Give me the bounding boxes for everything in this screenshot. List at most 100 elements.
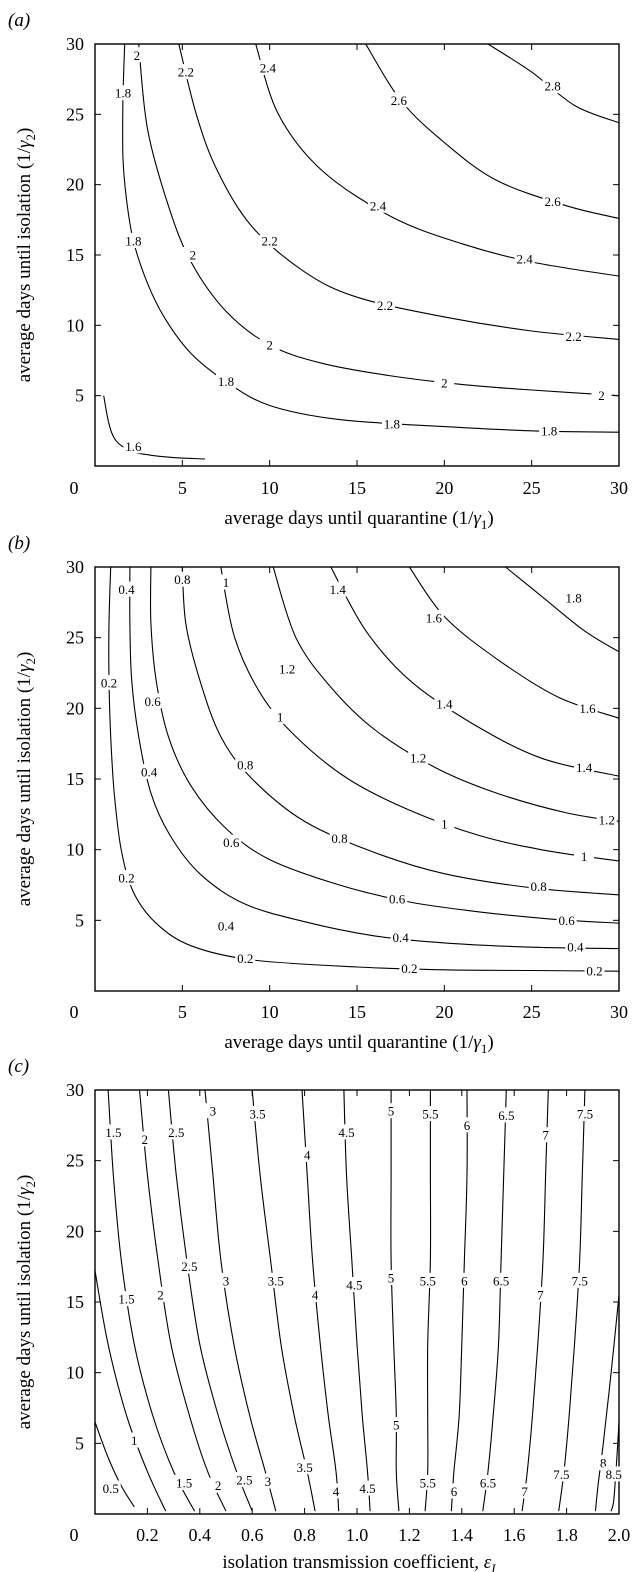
contour-line-8.5 [610, 1422, 619, 1512]
x-tick-label: 30 [610, 478, 628, 498]
contour-label-mask [123, 438, 144, 454]
contour-label-mask [259, 232, 280, 248]
contour-label-mask [563, 590, 584, 606]
contour-label: 2.6 [545, 194, 562, 209]
x-tick-label: 2.0 [608, 1525, 631, 1545]
contour-label-mask [139, 763, 160, 779]
contour-label: 6.5 [493, 1273, 509, 1288]
contour-label-mask [116, 581, 137, 597]
contour-label: 5 [393, 1417, 400, 1432]
contour-label: 0.4 [118, 582, 135, 597]
x-tick-label: 25 [523, 1002, 541, 1022]
contour-line-0.4 [129, 567, 619, 950]
contour-label: 7.5 [577, 1107, 593, 1122]
contour-label-mask [179, 1258, 200, 1274]
contour-label-mask [542, 78, 563, 94]
contour-label: 2 [134, 48, 141, 63]
contour-line-0.2 [108, 567, 619, 972]
contour-label: 0.2 [101, 675, 117, 690]
contour-label-mask [496, 1107, 517, 1123]
contour-label-mask [387, 891, 408, 907]
contour-label: 1.6 [579, 701, 596, 716]
contour-label: 2.4 [517, 252, 534, 267]
contour-label: 4.5 [359, 1481, 375, 1496]
contour-label: 5.5 [420, 1475, 436, 1490]
y-tick-label: 15 [66, 769, 84, 789]
contour-label: 4.5 [346, 1278, 362, 1293]
x-tick-label: 1.8 [555, 1525, 578, 1545]
contour-label: 2 [266, 338, 273, 353]
contour-label-mask [336, 1124, 357, 1140]
contour-line-5.5 [424, 1090, 432, 1512]
contour-line-0.8 [181, 567, 619, 896]
y-tick-label: 30 [66, 34, 84, 54]
contour-label-mask [367, 197, 388, 213]
contour-line-0.5 [95, 1421, 135, 1508]
x-tick-label: 20 [435, 478, 453, 498]
contour-label-mask [574, 1106, 595, 1122]
contour-label-mask [257, 1473, 278, 1489]
contour-label: 0.4 [393, 930, 410, 945]
contour-label: 0.5 [103, 1481, 119, 1496]
contour-label-mask [116, 1291, 137, 1307]
contour-label: 1.4 [330, 582, 347, 597]
contour-label: 0.4 [141, 764, 158, 779]
x-tick-label: 5 [178, 478, 187, 498]
contour-line-1 [220, 567, 619, 862]
contour-label-mask [344, 1277, 365, 1293]
contour-label: 4.5 [338, 1125, 354, 1140]
contour-label: 6.5 [480, 1475, 496, 1490]
contour-label: 3.5 [296, 1460, 312, 1475]
x-tick-label: 0.4 [189, 1525, 212, 1545]
y-tick-label: 20 [66, 1221, 84, 1241]
contour-label: 4 [304, 1148, 311, 1163]
contour-label: 0.2 [237, 951, 253, 966]
contour-label-mask [150, 1286, 171, 1302]
contour-label-mask [166, 1124, 187, 1140]
contour-label-mask [329, 830, 350, 846]
contour-label-mask [381, 1103, 402, 1119]
contour-label-mask [569, 1272, 590, 1288]
contour-label: 5 [388, 1104, 395, 1119]
contour-label-mask [103, 1124, 124, 1140]
contour-label: 5 [388, 1270, 395, 1285]
panel-b: (b) 0 5 10 15 20 25 30 5 10 15 20 25 30 average days u… [8, 533, 628, 1056]
contour-label: 1.8 [125, 233, 141, 248]
contour-label: 3 [223, 1273, 230, 1288]
contour-label-mask [126, 47, 147, 63]
contour-label: 7.5 [553, 1467, 569, 1482]
contour-label: 0.4 [218, 918, 235, 933]
contour-label-mask [327, 581, 348, 597]
contour-label: 2.2 [565, 329, 581, 344]
contour-label-mask [399, 960, 420, 976]
contour-label: 7.5 [572, 1273, 588, 1288]
contour-line-1.6 [408, 567, 619, 719]
x-axis-title: average days until quarantine (1/γ1) [224, 1032, 493, 1056]
contour-group [108, 567, 619, 972]
contour-label-mask [390, 929, 411, 945]
contour-label-mask [234, 1472, 255, 1488]
contour-line-0.6 [149, 567, 619, 924]
contour-label-mask [259, 337, 280, 353]
contour-label-mask [551, 1466, 572, 1482]
contour-label-mask [235, 950, 256, 966]
contour-line-2.6 [365, 44, 619, 219]
plot-frame [94, 43, 620, 467]
contour-label-mask [294, 1459, 315, 1475]
x-tick-label: 0.8 [293, 1525, 316, 1545]
contour-label: 2 [598, 388, 605, 403]
contour-label-mask [112, 85, 133, 101]
contour-label-mask [374, 297, 395, 313]
x-tick-label: 1.6 [503, 1525, 526, 1545]
contour-label-mask [98, 674, 119, 690]
contour-label: 8.5 [606, 1467, 622, 1482]
contour-label: 1 [441, 817, 448, 832]
contour-label-mask [116, 869, 137, 885]
contour-label-mask [235, 756, 256, 772]
contour-label: 2.6 [391, 93, 408, 108]
panel-c: (c)0 0.2 0.4 0.6 0.8 1.0 1.2 1.4 1.6 1.8 2.0510152… [8, 1056, 630, 1572]
contour-label: 2.5 [168, 1125, 184, 1140]
x-tick-label: 10 [261, 1002, 279, 1022]
contour-label: 0.2 [586, 964, 602, 979]
contour-label-mask [357, 1480, 378, 1496]
